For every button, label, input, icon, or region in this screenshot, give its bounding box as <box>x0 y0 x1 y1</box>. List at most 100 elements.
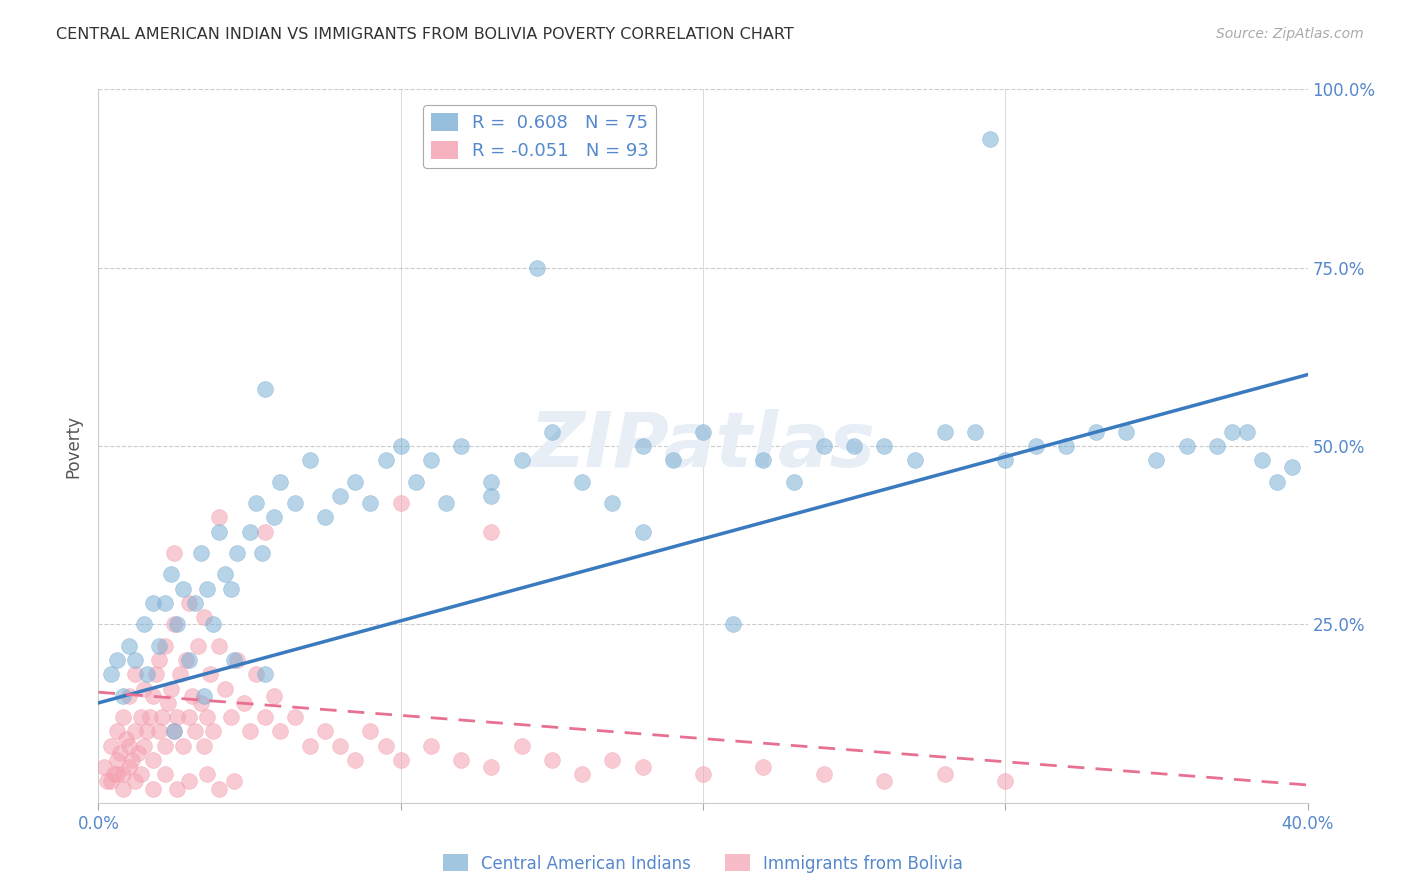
Point <box>510 453 533 467</box>
Point <box>163 724 186 739</box>
Point <box>111 710 134 724</box>
Point <box>245 667 267 681</box>
Point <box>226 653 249 667</box>
Point <box>1024 439 1046 453</box>
Point <box>314 510 336 524</box>
Point <box>631 439 654 453</box>
Point <box>263 689 285 703</box>
Point <box>994 453 1017 467</box>
Point <box>124 724 146 739</box>
Point <box>965 425 987 439</box>
Point <box>153 639 176 653</box>
Point <box>153 596 176 610</box>
Point <box>193 739 215 753</box>
Point <box>142 596 165 610</box>
Point <box>132 617 155 632</box>
Point <box>602 496 624 510</box>
Point <box>723 617 745 632</box>
Point <box>105 753 128 767</box>
Point <box>1144 453 1167 467</box>
Point <box>224 653 246 667</box>
Point <box>420 453 443 467</box>
Point <box>510 739 533 753</box>
Point <box>150 710 173 724</box>
Point <box>142 753 165 767</box>
Point <box>329 489 352 503</box>
Point <box>93 760 115 774</box>
Point <box>813 439 835 453</box>
Point <box>142 781 165 796</box>
Point <box>253 524 276 539</box>
Point <box>163 724 186 739</box>
Point <box>139 710 162 724</box>
Text: Source: ZipAtlas.com: Source: ZipAtlas.com <box>1216 27 1364 41</box>
Point <box>214 567 236 582</box>
Point <box>100 667 122 681</box>
Point <box>360 724 382 739</box>
Point <box>752 453 775 467</box>
Point <box>202 724 225 739</box>
Point <box>344 475 367 489</box>
Point <box>208 524 231 539</box>
Point <box>105 653 128 667</box>
Point <box>994 774 1017 789</box>
Point <box>1267 475 1289 489</box>
Point <box>169 667 191 681</box>
Point <box>148 724 170 739</box>
Point <box>202 617 225 632</box>
Point <box>844 439 866 453</box>
Point <box>783 475 806 489</box>
Point <box>124 667 146 681</box>
Point <box>193 610 215 624</box>
Point <box>156 696 179 710</box>
Point <box>105 767 128 781</box>
Point <box>979 132 1001 146</box>
Point <box>239 524 262 539</box>
Point <box>111 781 134 796</box>
Point <box>195 767 218 781</box>
Point <box>214 681 236 696</box>
Point <box>221 582 243 596</box>
Point <box>135 667 157 681</box>
Point <box>540 425 562 439</box>
Point <box>172 582 194 596</box>
Point <box>153 767 176 781</box>
Point <box>208 781 231 796</box>
Point <box>420 739 443 753</box>
Point <box>692 767 714 781</box>
Point <box>329 739 352 753</box>
Point <box>129 710 152 724</box>
Point <box>245 496 267 510</box>
Point <box>174 653 197 667</box>
Point <box>1054 439 1077 453</box>
Point <box>193 689 215 703</box>
Point <box>752 760 775 774</box>
Point <box>299 739 322 753</box>
Point <box>1175 439 1198 453</box>
Point <box>239 724 262 739</box>
Point <box>631 524 654 539</box>
Point <box>103 767 125 781</box>
Point <box>135 724 157 739</box>
Point <box>129 767 152 781</box>
Point <box>263 510 285 524</box>
Point <box>118 739 141 753</box>
Point <box>179 774 201 789</box>
Point <box>172 739 194 753</box>
Point <box>153 739 176 753</box>
Point <box>374 453 396 467</box>
Point <box>1281 460 1303 475</box>
Point <box>127 746 149 760</box>
Point <box>148 639 170 653</box>
Point <box>114 731 136 746</box>
Point <box>190 546 212 560</box>
Point <box>481 760 503 774</box>
Y-axis label: Poverty: Poverty <box>65 415 83 477</box>
Point <box>389 439 412 453</box>
Point <box>124 653 146 667</box>
Point <box>118 760 141 774</box>
Point <box>1115 425 1137 439</box>
Point <box>105 724 128 739</box>
Point <box>405 475 427 489</box>
Text: CENTRAL AMERICAN INDIAN VS IMMIGRANTS FROM BOLIVIA POVERTY CORRELATION CHART: CENTRAL AMERICAN INDIAN VS IMMIGRANTS FR… <box>56 27 794 42</box>
